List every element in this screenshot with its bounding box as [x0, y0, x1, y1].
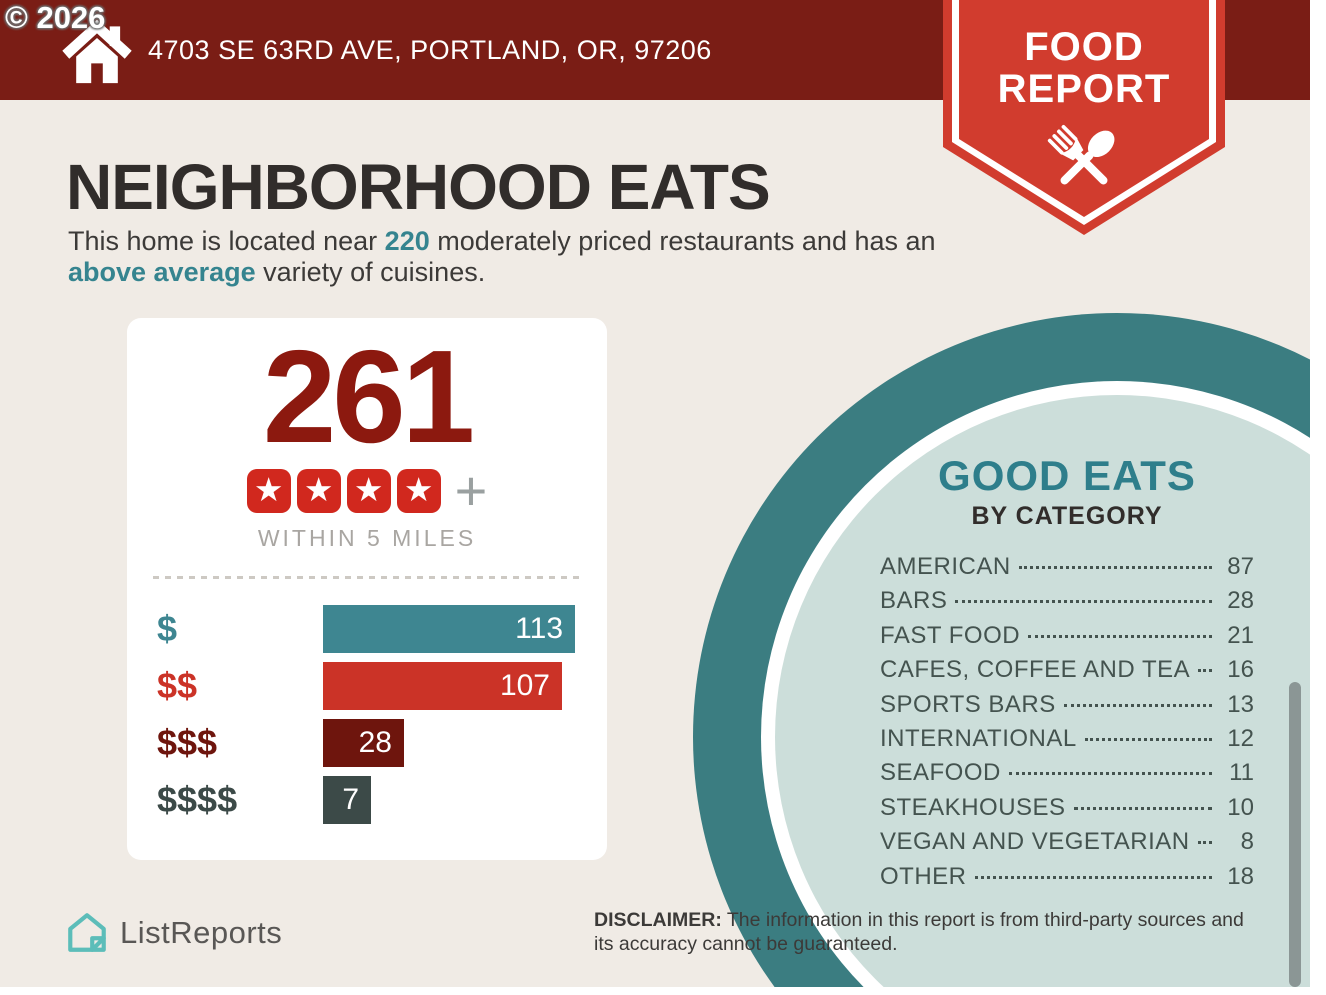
category-row: VEGAN AND VEGETARIAN 8	[880, 828, 1254, 862]
badge-title-line1: FOOD	[1024, 25, 1144, 69]
star-glyph: ★	[353, 469, 384, 509]
price-bar-value: 113	[515, 611, 563, 645]
price-tier-label: $$	[157, 664, 198, 706]
price-bar: 113	[323, 604, 575, 653]
good-eats-panel: GOOD EATS BY CATEGORY AMERICAN 87 BARS 28 FA…	[880, 452, 1254, 897]
scrollbar-thumb[interactable]	[1289, 682, 1301, 987]
restaurant-count: 261	[262, 323, 475, 470]
price-bar: 7	[323, 775, 371, 824]
stars-row: ★ ★ ★ ★ +	[127, 458, 607, 522]
category-row: INTERNATIONAL 12	[880, 725, 1254, 759]
category-label: VEGAN AND VEGETARIAN	[880, 828, 1190, 856]
listreports-logo: ListReports	[64, 910, 282, 956]
category-value: 28	[1227, 587, 1254, 615]
good-eats-title: GOOD EATS	[938, 452, 1196, 499]
category-row: SPORTS BARS 13	[880, 691, 1254, 725]
plus-icon: +	[454, 458, 488, 522]
category-label: CAFES, COFFEE AND TEA	[880, 656, 1191, 684]
price-bar-row: $$$$ 7	[157, 775, 607, 824]
category-label: SPORTS BARS	[880, 690, 1056, 718]
star-glyph: ★	[403, 469, 434, 509]
price-bar: 28	[323, 718, 404, 767]
page-title: NEIGHBORHOOD EATS	[66, 151, 771, 223]
star-glyph: ★	[303, 469, 334, 509]
category-value: 12	[1227, 724, 1254, 752]
category-list: AMERICAN 87 BARS 28 FAST FOOD 21 CAFES, COFFEE…	[880, 553, 1254, 897]
category-label: AMERICAN	[880, 553, 1011, 580]
dot-leader	[1018, 566, 1212, 569]
dot-leader	[1008, 772, 1212, 776]
copyright-watermark: © 2026	[5, 0, 106, 35]
food-report-page: 4703 SE 63RD AVE, PORTLAND, OR, 97206 FO…	[0, 0, 1310, 987]
badge-title-line2: REPORT	[997, 67, 1171, 111]
intro-mid: moderately priced restaurants and has an	[429, 226, 936, 256]
dot-leader	[1198, 669, 1212, 673]
restaurant-count-inline: 220	[384, 226, 430, 256]
category-label: FAST FOOD	[880, 621, 1021, 649]
category-row: BARS 28	[880, 587, 1254, 621]
price-bar: 107	[323, 661, 562, 710]
price-bar-row: $$ 107	[157, 661, 607, 710]
spoon-fork-icon	[1047, 124, 1115, 185]
category-value: 13	[1227, 690, 1254, 718]
badge-title: FOOD REPORT	[943, 26, 1225, 110]
disclaimer: DISCLAIMER: The information in this repo…	[594, 908, 1266, 957]
dot-leader	[1063, 703, 1212, 707]
listreports-house-icon	[68, 913, 106, 952]
category-row: CAFES, COFFEE AND TEA 16	[880, 656, 1254, 690]
dot-leader	[1084, 737, 1212, 741]
category-label: STEAKHOUSES	[880, 793, 1066, 821]
property-address: 4703 SE 63RD AVE, PORTLAND, OR, 97206	[148, 34, 712, 65]
intro-text: This home is located near 220 moderately…	[68, 226, 948, 288]
brand-name: ListReports	[120, 915, 283, 950]
price-bar-row: $$$ 28	[157, 718, 607, 767]
star-icon: ★	[296, 468, 341, 513]
dot-leader	[955, 600, 1212, 604]
disclaimer-text: The information in this report is from t…	[594, 909, 1244, 956]
category-row: STEAKHOUSES 10	[880, 794, 1254, 828]
category-label: BARS	[880, 587, 948, 615]
category-value: 87	[1227, 553, 1254, 580]
food-report-badge: FOOD REPORT	[943, 0, 1225, 235]
intro-highlight: above average	[68, 257, 256, 288]
disclaimer-label: DISCLAIMER:	[594, 909, 722, 931]
good-eats-subtitle: BY CATEGORY	[971, 502, 1163, 530]
dot-leader	[1073, 806, 1212, 810]
intro-post: variety of cuisines.	[255, 257, 486, 288]
category-value: 18	[1227, 862, 1254, 890]
price-tier-label: $$$	[157, 721, 218, 763]
price-tier-label: $	[157, 607, 178, 649]
dot-leader	[1028, 634, 1212, 638]
star-icon: ★	[246, 468, 291, 513]
price-bars: $113 $$ 107 $$$ 28 $$$$ 7	[157, 604, 607, 824]
category-label: SEAFOOD	[880, 759, 1001, 787]
category-value: 21	[1227, 621, 1254, 649]
divider	[153, 575, 581, 579]
category-row: SEAFOOD 11	[880, 759, 1254, 793]
price-bar-row: $113	[157, 604, 607, 653]
price-tier-label: $$$$	[157, 778, 238, 820]
dot-leader	[974, 875, 1212, 879]
category-row: OTHER 18	[880, 863, 1254, 897]
category-value: 10	[1227, 793, 1254, 821]
category-label: OTHER	[880, 862, 967, 890]
category-row: AMERICAN 87	[880, 553, 1254, 587]
star-icon: ★	[346, 468, 391, 513]
intro-pre: This home is located near	[68, 226, 385, 256]
star-icon: ★	[396, 468, 441, 513]
category-value: 11	[1229, 759, 1254, 787]
category-label: INTERNATIONAL	[880, 724, 1077, 752]
category-value: 16	[1227, 656, 1254, 684]
category-row: FAST FOOD 21	[880, 622, 1254, 656]
radius-label: WITHIN 5 MILES	[257, 524, 477, 551]
price-bar-value: 107	[499, 668, 550, 702]
stats-card: 261 ★ ★ ★ ★ + WITHIN 5 MILES $113 $$ 107 $$$ 28 $…	[127, 318, 607, 860]
home-icon	[62, 19, 132, 84]
price-bar-value: 28	[358, 725, 392, 759]
dot-leader	[1197, 841, 1212, 845]
star-glyph: ★	[253, 469, 284, 509]
category-value: 8	[1240, 828, 1254, 856]
price-bar-value: 7	[342, 782, 359, 816]
